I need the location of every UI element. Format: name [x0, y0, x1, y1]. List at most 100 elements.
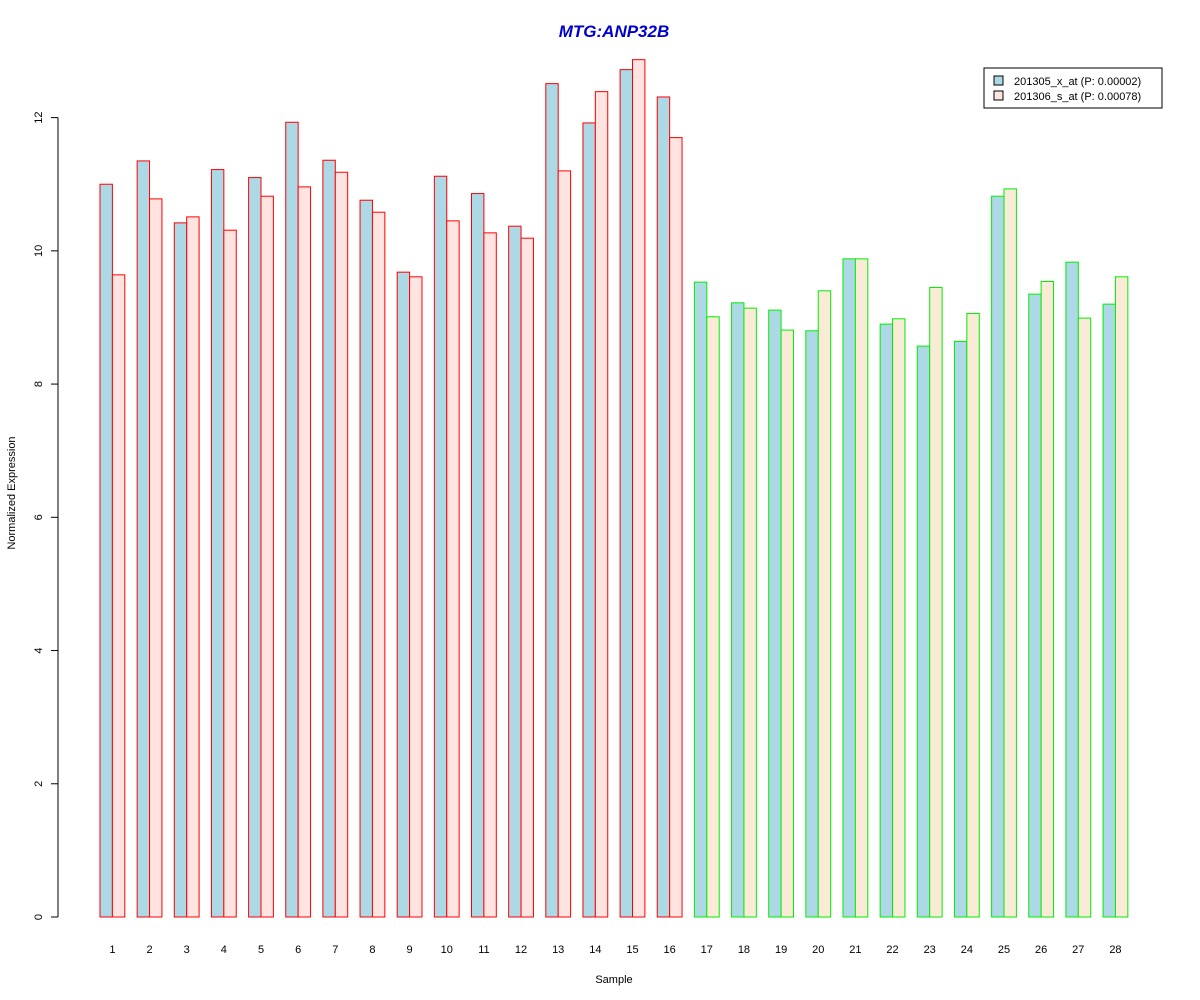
- x-tick-label: 6: [295, 944, 301, 956]
- bar-series-1: [1065, 261, 1079, 918]
- bar-series-2: [966, 312, 980, 918]
- bar-series-1: [396, 271, 411, 918]
- bar-series-2: [892, 318, 906, 918]
- x-tick-label: 5: [258, 944, 264, 956]
- bar-series-1: [248, 177, 262, 918]
- x-tick-label: 28: [1109, 944, 1121, 956]
- bar-series-1: [693, 281, 708, 918]
- x-tick-label: 18: [738, 944, 750, 956]
- x-tick-label: 17: [701, 944, 713, 956]
- bar-series-2: [186, 216, 200, 918]
- bar-series-1: [953, 340, 968, 918]
- bar-series-2: [632, 59, 646, 918]
- bar-series-1: [656, 96, 671, 918]
- x-tick-label: 9: [407, 944, 413, 956]
- bar-series-2: [520, 237, 534, 918]
- x-tick-label: 2: [146, 944, 152, 956]
- bar-series-2: [483, 232, 497, 918]
- bar-series-1: [359, 199, 373, 918]
- x-tick-label: 11: [478, 944, 489, 956]
- y-axis-label: Normalized Expression: [6, 436, 18, 549]
- x-tick-label: 4: [221, 944, 227, 956]
- legend-swatch-series-1: [993, 75, 1004, 86]
- x-axis-label: Sample: [595, 974, 632, 986]
- x-tick-label: 16: [664, 944, 676, 956]
- x-tick-label: 24: [961, 944, 973, 956]
- bar-series-1: [99, 183, 113, 918]
- bar-series-1: [879, 323, 894, 918]
- bar-series-2: [706, 316, 720, 918]
- bar-series-2: [371, 211, 386, 918]
- x-tick-label: 7: [332, 944, 338, 956]
- bar-series-2: [817, 290, 832, 918]
- bar-series-2: [669, 137, 683, 918]
- x-tick-label: 14: [589, 944, 601, 956]
- bar-series-2: [1040, 280, 1055, 918]
- chart-title: MTG:ANP32B: [559, 22, 670, 41]
- bar-series-2: [929, 286, 943, 918]
- x-tick-label: 1: [109, 944, 115, 956]
- x-tick-label: 23: [924, 944, 936, 956]
- bar-series-1: [619, 69, 633, 918]
- bar-series-1: [916, 345, 931, 918]
- x-tick-label: 15: [626, 944, 638, 956]
- bar-series-1: [991, 195, 1005, 918]
- y-tick-label: 0: [33, 914, 45, 920]
- bar-series-2: [409, 276, 423, 918]
- bar-series-1: [210, 169, 225, 918]
- bar-series-2: [260, 195, 274, 918]
- x-tick-label: 20: [812, 944, 824, 956]
- x-tick-label: 27: [1072, 944, 1084, 956]
- bar-series-2: [223, 229, 237, 918]
- bar-series-1: [842, 258, 856, 918]
- bars: [99, 59, 1129, 918]
- bar-series-2: [780, 329, 794, 918]
- x-tick-labels: 1 2 3 4 5 6 7 8 9 10 11 12 13 14 15 16 17 18 19 20 21 22 23 24 2…: [109, 944, 1121, 956]
- y-tick-label: 10: [33, 245, 45, 257]
- bar-series-1: [433, 175, 448, 918]
- x-tick-label: 12: [515, 944, 527, 956]
- bar-series-1: [1028, 293, 1042, 918]
- y-axis: 0 2 4 6 8 10 12: [33, 111, 59, 920]
- x-tick-label: 26: [1035, 944, 1047, 956]
- bar-series-2: [743, 307, 757, 918]
- bar-series-1: [1102, 303, 1116, 918]
- x-tick-label: 21: [849, 944, 861, 956]
- bar-series-1: [136, 160, 151, 918]
- bar-series-1: [768, 309, 782, 918]
- bar-series-2: [594, 91, 609, 918]
- bar-series-2: [297, 186, 312, 918]
- x-tick-label: 13: [552, 944, 564, 956]
- y-tick-label: 8: [33, 381, 45, 387]
- y-tick-label: 12: [33, 111, 45, 123]
- bar-series-1: [173, 222, 188, 918]
- bar-series-2: [1114, 276, 1129, 918]
- y-tick-label: 4: [33, 647, 45, 653]
- legend: 201305_x_at (P: 0.00002) 201306_s_at (P:…: [983, 67, 1163, 109]
- legend-box: [983, 67, 1163, 109]
- bar-series-1: [508, 225, 522, 918]
- bar-series-1: [545, 83, 559, 918]
- bar-series-1: [285, 121, 299, 918]
- x-tick-label: 22: [886, 944, 898, 956]
- bar-series-2: [557, 170, 572, 918]
- bar-series-2: [854, 258, 869, 918]
- x-tick-label: 25: [998, 944, 1010, 956]
- legend-label-series-1: 201305_x_at (P: 0.00002): [1014, 76, 1141, 88]
- legend-swatch-series-2: [993, 90, 1004, 101]
- bar-series-2: [446, 220, 460, 918]
- x-tick-label: 8: [369, 944, 375, 956]
- y-tick-label: 6: [33, 514, 45, 520]
- bar-series-1: [582, 122, 596, 918]
- bar-series-2: [111, 274, 126, 918]
- bar-series-1: [471, 193, 485, 918]
- bar-series-2: [1077, 317, 1092, 918]
- bar-series-2: [149, 198, 163, 918]
- bar-series-2: [334, 171, 349, 918]
- x-tick-label: 19: [775, 944, 787, 956]
- bar-series-1: [805, 330, 819, 918]
- y-tick-label: 2: [33, 781, 45, 787]
- x-tick-label: 3: [184, 944, 190, 956]
- x-tick-label: 10: [441, 944, 453, 956]
